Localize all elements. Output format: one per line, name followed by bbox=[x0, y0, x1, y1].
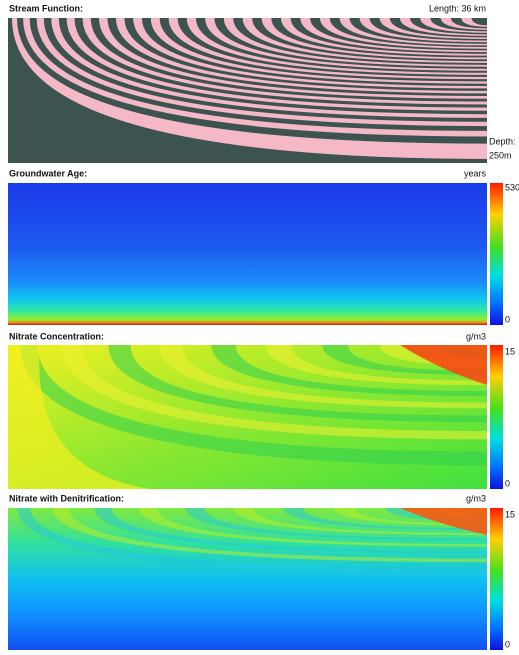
band bbox=[283, 508, 487, 531]
panel-title: Groundwater Age: bbox=[9, 168, 87, 178]
band bbox=[20, 345, 487, 466]
band bbox=[12, 18, 487, 159]
nitrate-bands bbox=[8, 345, 487, 489]
streamlines bbox=[12, 18, 487, 159]
scale-min: 0 bbox=[505, 478, 510, 488]
length-label: Length: 36 km bbox=[429, 3, 486, 13]
denitrification-bands bbox=[17, 508, 487, 576]
scale-min: 0 bbox=[505, 314, 510, 324]
color-bar bbox=[490, 508, 503, 650]
band bbox=[211, 345, 487, 397]
depth-value: 250m bbox=[489, 150, 512, 160]
color-bar bbox=[490, 183, 503, 325]
panel-title: Nitrate Concentration: bbox=[9, 331, 104, 341]
depth-label: Depth: bbox=[489, 136, 516, 146]
scale-max: 15 bbox=[505, 509, 515, 519]
band bbox=[400, 345, 487, 385]
color-bar bbox=[490, 345, 503, 489]
scale-min: 0 bbox=[505, 639, 510, 649]
band bbox=[379, 345, 487, 366]
unit-label: g/m3 bbox=[466, 331, 486, 341]
band bbox=[265, 345, 487, 386]
band bbox=[400, 508, 487, 535]
band bbox=[399, 18, 487, 36]
groundwater-age-image bbox=[8, 183, 487, 325]
scale-max: 530 bbox=[505, 182, 519, 192]
unit-label: g/m3 bbox=[466, 493, 486, 503]
band bbox=[440, 18, 487, 30]
band bbox=[461, 18, 487, 27]
unit-label: years bbox=[464, 168, 487, 178]
scale-max: 15 bbox=[505, 346, 515, 356]
panel-title: Nitrate with Denitrification: bbox=[9, 493, 124, 503]
band bbox=[8, 345, 150, 489]
band bbox=[420, 18, 487, 33]
band bbox=[17, 508, 487, 576]
panel-title: Stream Function: bbox=[9, 3, 83, 13]
